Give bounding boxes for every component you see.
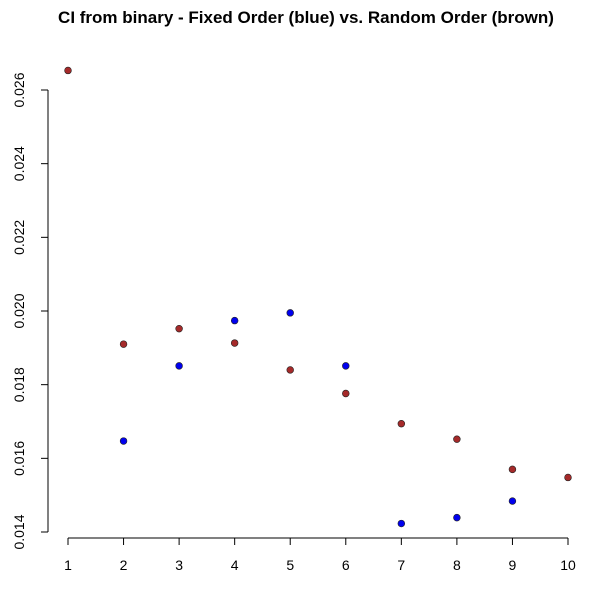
x-tick-label: 1 [64, 557, 72, 573]
data-point-series-2 [453, 435, 461, 443]
y-tick-label: 0.026 [11, 72, 27, 107]
x-tick-label: 8 [453, 557, 461, 573]
data-point-series-2 [230, 339, 239, 347]
x-tick-label: 7 [397, 557, 405, 573]
data-point-series-2 [508, 465, 517, 474]
data-point-series-1 [286, 309, 294, 317]
data-point-series-2 [64, 66, 72, 75]
data-point-series-1 [342, 362, 350, 370]
data-point-series-1 [453, 513, 461, 522]
y-tick-label: 0.018 [11, 367, 27, 402]
y-tick-label: 0.022 [11, 220, 27, 255]
chart-title: CI from binary - Fixed Order (blue) vs. … [58, 8, 554, 27]
axes: 1 2 3 4 5 6 7 8 9 10 0.014 0.016 0.018 0.020 0.022 0.02… [11, 72, 576, 573]
x-tick-label: 3 [175, 557, 183, 573]
x-tick-label: 6 [342, 557, 350, 573]
data-point-series-1 [230, 316, 239, 325]
data-points [64, 66, 572, 528]
data-point-series-2 [286, 366, 294, 374]
x-tick-label: 5 [286, 557, 294, 573]
x-tick-label: 2 [120, 557, 128, 573]
data-point-series-2 [175, 324, 183, 333]
y-tick-label: 0.014 [11, 514, 27, 549]
y-tick-label: 0.016 [11, 441, 27, 476]
data-point-series-2 [397, 420, 406, 428]
data-point-series-2 [342, 389, 350, 398]
y-tick-label: 0.024 [11, 146, 27, 181]
data-point-series-1 [397, 519, 406, 528]
x-tick-label: 4 [231, 557, 239, 573]
data-point-series-1 [119, 437, 128, 445]
x-tick-label: 9 [509, 557, 517, 573]
data-point-series-1 [175, 362, 183, 370]
data-point-series-2 [564, 473, 572, 482]
data-point-series-1 [508, 497, 517, 505]
data-point-series-2 [119, 340, 128, 348]
x-tick-label: 10 [560, 557, 576, 573]
y-tick-label: 0.020 [11, 293, 27, 328]
